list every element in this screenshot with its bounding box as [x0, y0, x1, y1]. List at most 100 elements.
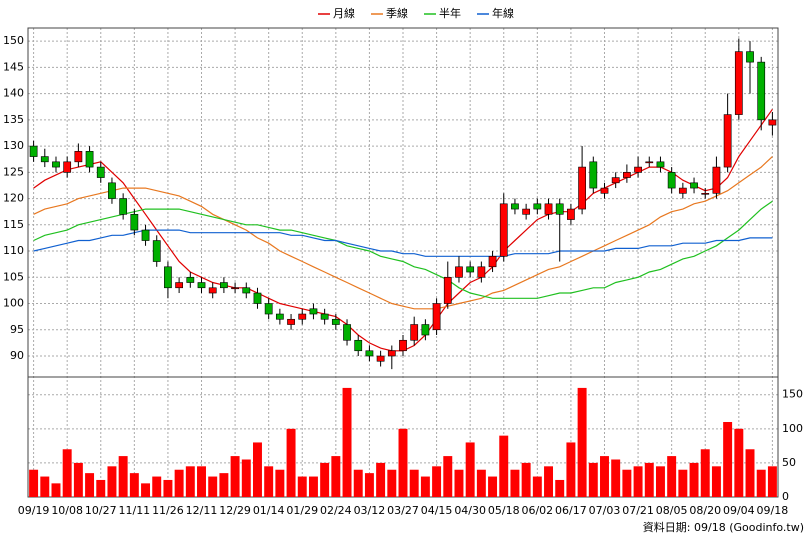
- volume-bar: [264, 466, 274, 497]
- candle-body: [253, 292, 262, 304]
- volume-bar: [85, 473, 95, 497]
- x-tick-label: 12/29: [219, 504, 251, 517]
- candle-body: [175, 282, 184, 289]
- x-tick-label: 09/18: [757, 504, 789, 517]
- candle-body: [242, 287, 251, 294]
- candle-body: [96, 166, 105, 178]
- volume-bar: [141, 483, 151, 497]
- volume-bar: [611, 459, 621, 497]
- x-tick-label: 08/05: [656, 504, 688, 517]
- candle-body: [387, 350, 396, 357]
- candle-body: [712, 166, 721, 194]
- candle-body: [432, 303, 441, 331]
- x-tick-label: 06/02: [521, 504, 553, 517]
- volume-bar: [443, 456, 453, 497]
- volume-bar: [152, 476, 162, 497]
- volume-bar: [555, 479, 565, 497]
- x-tick-label: 02/24: [320, 504, 352, 517]
- volume-bar: [655, 466, 665, 497]
- volume-bar: [432, 466, 442, 497]
- candle-body: [399, 339, 407, 352]
- candle-body: [119, 198, 128, 215]
- x-tick-label: 01/14: [253, 504, 285, 517]
- volume-bar: [73, 462, 83, 497]
- volume-bar: [51, 483, 61, 497]
- y-tick-label: 95: [10, 323, 24, 336]
- volume-bar: [745, 449, 755, 497]
- footnote: 資料日期: 09/18 (Goodinfo.tw): [643, 520, 804, 534]
- volume-bar: [297, 476, 307, 497]
- volume-bar: [286, 428, 296, 497]
- volume-bar: [129, 473, 139, 497]
- volume-bar: [465, 442, 475, 497]
- candle-body: [746, 51, 754, 63]
- volume-bar: [521, 462, 531, 497]
- candle-body: [40, 156, 49, 163]
- candle-body: [477, 266, 486, 278]
- volume-bar: [241, 459, 251, 497]
- candle-body: [421, 324, 430, 336]
- candle-body: [511, 203, 519, 210]
- candle-body: [667, 172, 676, 189]
- candle-body: [108, 182, 116, 199]
- volume-bar: [219, 473, 229, 497]
- candle-body: [376, 355, 385, 362]
- candle-body: [589, 161, 598, 189]
- candle-body: [186, 276, 195, 283]
- volume-bar: [409, 469, 419, 497]
- x-tick-label: 10/27: [85, 504, 117, 517]
- candle-body: [622, 172, 631, 178]
- y-tick-label: 140: [3, 87, 24, 100]
- candle-body: [768, 119, 777, 126]
- candle-body: [567, 208, 575, 220]
- candle-body: [130, 214, 139, 231]
- candle-body: [533, 203, 542, 210]
- volume-bar: [689, 462, 699, 497]
- candle-body: [85, 151, 94, 168]
- candle-body: [555, 203, 564, 215]
- volume-bar: [308, 476, 318, 497]
- volume-bar: [633, 466, 643, 497]
- x-tick-label: 11/11: [118, 504, 150, 517]
- y-tick-label: 105: [3, 270, 24, 283]
- volume-bar: [208, 476, 218, 497]
- x-tick-label: 07/03: [589, 504, 621, 517]
- volume-bar: [723, 422, 733, 497]
- volume-bar: [644, 462, 654, 497]
- volume-bar: [588, 462, 598, 497]
- volume-bar: [163, 479, 173, 497]
- ma-line: [33, 156, 773, 310]
- volume-bar: [544, 466, 553, 497]
- ma-line: [33, 200, 773, 299]
- candle-body: [320, 313, 329, 320]
- y-tick-label: 90: [10, 349, 24, 362]
- volume-bar: [420, 476, 430, 497]
- candle-body: [354, 339, 363, 352]
- x-tick-label: 09/04: [723, 504, 755, 517]
- volume-bar: [331, 456, 341, 497]
- x-tick-label: 11/26: [152, 504, 184, 517]
- x-tick-label: 04/30: [454, 504, 486, 517]
- volume-bar: [566, 442, 576, 497]
- candle-body: [645, 161, 654, 164]
- candle-body: [544, 203, 553, 215]
- volume-bar: [174, 469, 184, 497]
- y-tick-label: 120: [3, 192, 24, 205]
- volume-bar: [499, 435, 509, 497]
- candle-body: [29, 145, 38, 157]
- candle-body: [164, 266, 172, 289]
- volume-bar: [118, 456, 128, 497]
- x-tick-label: 06/17: [555, 504, 587, 517]
- volume-bar: [532, 476, 542, 497]
- candle-body: [690, 182, 698, 189]
- x-tick-label: 03/12: [354, 504, 386, 517]
- candle-body: [600, 187, 609, 194]
- legend-label: 月線: [333, 6, 355, 20]
- legend-label: 季線: [386, 6, 408, 20]
- volume-bar: [700, 449, 710, 497]
- volume-bar: [342, 387, 352, 497]
- volume-bar: [678, 469, 688, 497]
- x-tick-label: 03/27: [387, 504, 419, 517]
- y-tick-label: 145: [3, 60, 24, 73]
